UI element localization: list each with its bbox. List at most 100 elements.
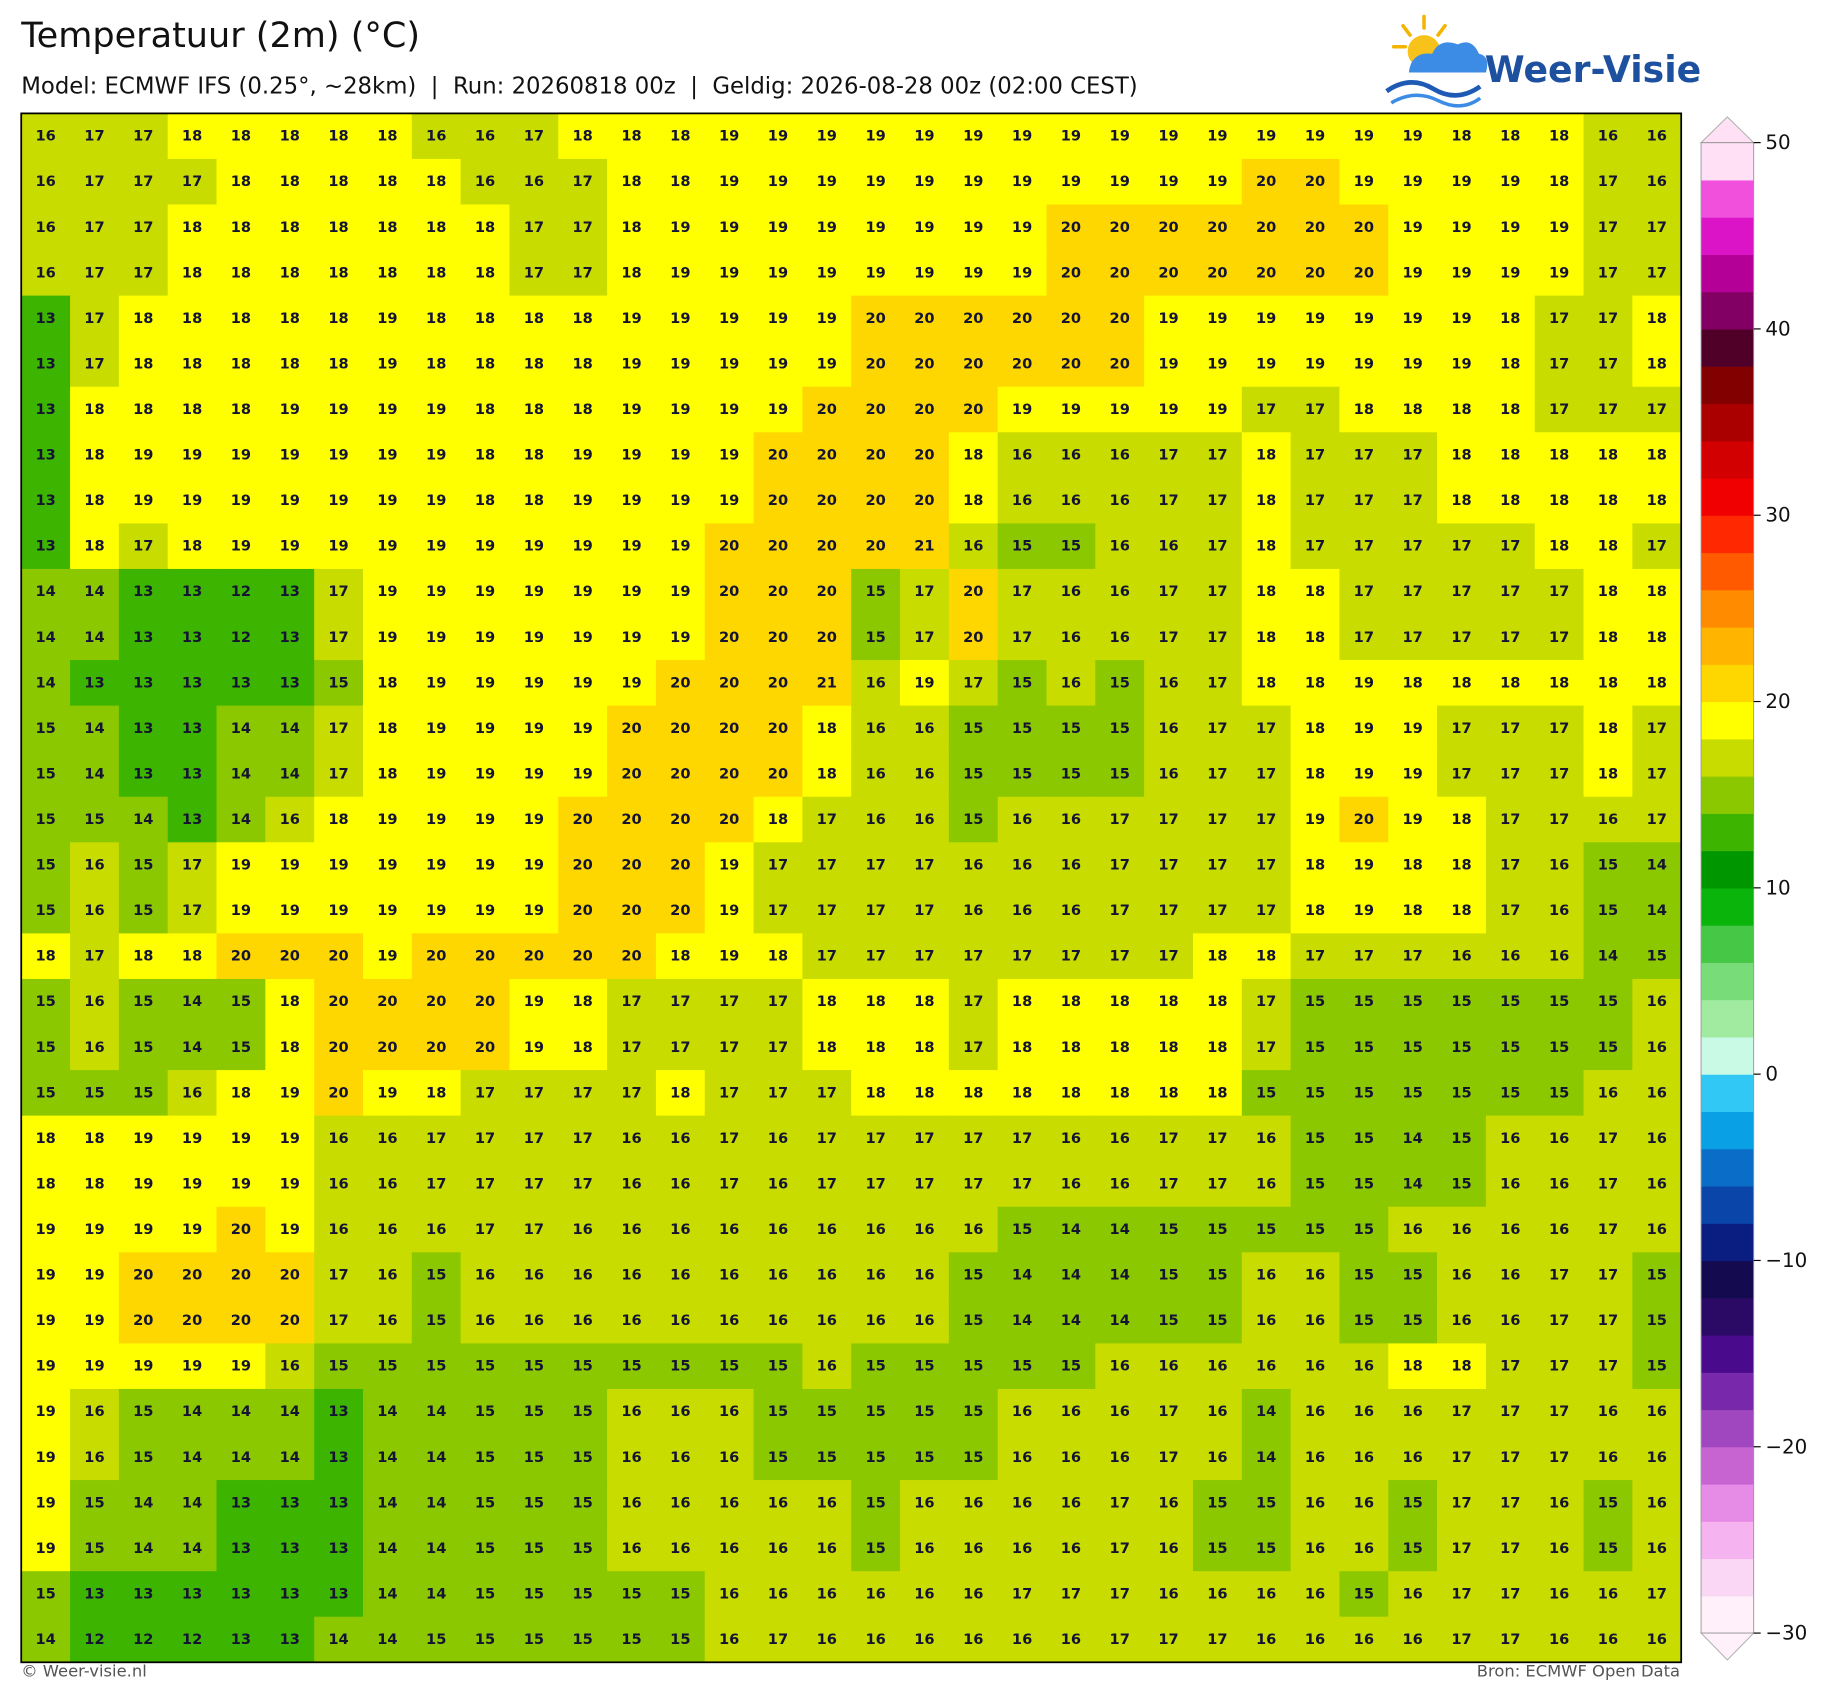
temperature-label: 16 — [1061, 1494, 1081, 1511]
temperature-label: 19 — [1110, 173, 1130, 190]
temperature-label: 18 — [35, 1130, 55, 1147]
temperature-cell — [1192, 341, 1243, 388]
temperature-label: 14 — [377, 1494, 397, 1511]
temperature-label: 15 — [231, 993, 251, 1010]
temperature-label: 18 — [231, 173, 251, 190]
temperature-label: 19 — [621, 447, 641, 464]
temperature-cell — [460, 204, 511, 251]
temperature-cell — [265, 386, 315, 433]
temperature-label: 15 — [524, 1403, 544, 1420]
temperature-label: 18 — [280, 993, 300, 1010]
temperature-label: 20 — [524, 948, 544, 965]
temperature-label: 20 — [1305, 173, 1325, 190]
temperature-label: 15 — [865, 629, 885, 646]
temperature-cell — [1583, 341, 1634, 388]
temperature-label: 19 — [426, 538, 446, 555]
temperature-label: 17 — [1207, 720, 1227, 737]
temperature-cell — [997, 660, 1048, 707]
temperature-cell — [1485, 477, 1536, 525]
temperature-label: 20 — [1110, 310, 1130, 327]
temperature-cell — [948, 523, 999, 570]
temperature-label: 19 — [1402, 173, 1422, 190]
temperature-label: 15 — [1110, 720, 1130, 737]
temperature-label: 19 — [1207, 310, 1227, 327]
temperature-label: 19 — [719, 447, 739, 464]
temperature-label: 17 — [1500, 1449, 1520, 1466]
temperature-cell — [704, 341, 755, 388]
temperature-cell — [558, 432, 608, 479]
temperature-cell — [753, 250, 804, 297]
temperature-label: 16 — [1549, 1631, 1569, 1648]
temperature-label: 17 — [1500, 1358, 1520, 1375]
temperature-cell — [362, 341, 413, 388]
temperature-label: 19 — [1158, 310, 1178, 327]
temperature-label: 17 — [1451, 1631, 1471, 1648]
temperature-cell — [948, 660, 999, 707]
temperature-label: 20 — [963, 629, 983, 646]
temperature-label: 16 — [865, 1312, 885, 1329]
temperature-label: 17 — [1207, 765, 1227, 782]
temperature-label: 20 — [133, 1267, 153, 1284]
temperature-label: 17 — [1598, 1312, 1618, 1329]
temperature-cell — [1192, 432, 1243, 479]
temperature-label: 19 — [963, 219, 983, 236]
temperature-cell — [900, 568, 950, 616]
temperature-label: 17 — [963, 674, 983, 691]
temperature-cell — [948, 386, 999, 433]
temperature-label: 18 — [1158, 1039, 1178, 1056]
temperature-cell — [21, 477, 71, 525]
temperature-label: 18 — [524, 310, 544, 327]
temperature-label: 17 — [768, 902, 788, 919]
temperature-cell — [607, 250, 657, 297]
temperature-label: 19 — [963, 128, 983, 145]
temperature-label: 19 — [573, 720, 593, 737]
temperature-cell — [558, 705, 608, 752]
temperature-label: 15 — [1500, 1039, 1520, 1056]
temperature-label: 17 — [573, 1175, 593, 1192]
temperature-label: 19 — [914, 219, 934, 236]
temperature-label: 16 — [1305, 1403, 1325, 1420]
temperature-label: 15 — [133, 993, 153, 1010]
temperature-label: 13 — [328, 1494, 348, 1511]
temperature-label: 17 — [1500, 538, 1520, 555]
temperature-label: 17 — [1354, 629, 1374, 646]
temperature-label: 18 — [328, 128, 348, 145]
temperature-cell — [997, 432, 1048, 479]
temperature-cell — [704, 386, 755, 433]
temperature-label: 18 — [1110, 993, 1130, 1010]
temperature-label: 17 — [914, 857, 934, 874]
temperature-cell — [362, 705, 413, 752]
temperature-label: 15 — [1402, 1267, 1422, 1284]
temperature-cell — [655, 158, 706, 206]
temperature-label: 17 — [1451, 765, 1471, 782]
temperature-label: 19 — [1110, 128, 1130, 145]
temperature-cell — [1339, 250, 1389, 297]
temperature-label: 20 — [865, 401, 885, 418]
temperature-label: 19 — [524, 720, 544, 737]
temperature-cell — [1388, 341, 1438, 388]
temperature-label: 20 — [963, 583, 983, 600]
temperature-label: 14 — [1402, 1175, 1422, 1192]
temperature-label: 17 — [1158, 811, 1178, 828]
temperature-label: 15 — [963, 811, 983, 828]
temperature-label: 19 — [1402, 355, 1422, 372]
temperature-label: 20 — [1207, 219, 1227, 236]
temperature-label: 17 — [1500, 1403, 1520, 1420]
temperature-label: 18 — [475, 401, 495, 418]
temperature-label: 15 — [35, 993, 55, 1010]
logo-cloud — [1408, 42, 1488, 73]
temperature-cell — [558, 523, 608, 570]
temperature-label: 18 — [1402, 1358, 1422, 1375]
temperature-label: 19 — [1256, 128, 1276, 145]
temperature-label: 17 — [475, 1130, 495, 1147]
temperature-label: 15 — [1647, 1267, 1667, 1284]
temperature-cell — [1144, 204, 1194, 251]
temperature-label: 15 — [1402, 1039, 1422, 1056]
temperature-cell — [1095, 660, 1145, 707]
temperature-cell — [802, 432, 852, 479]
temperature-label: 14 — [231, 1449, 251, 1466]
temperature-cell — [362, 477, 413, 525]
temperature-cell — [1290, 250, 1341, 297]
temperature-label: 17 — [817, 811, 837, 828]
temperature-cell — [411, 113, 462, 160]
